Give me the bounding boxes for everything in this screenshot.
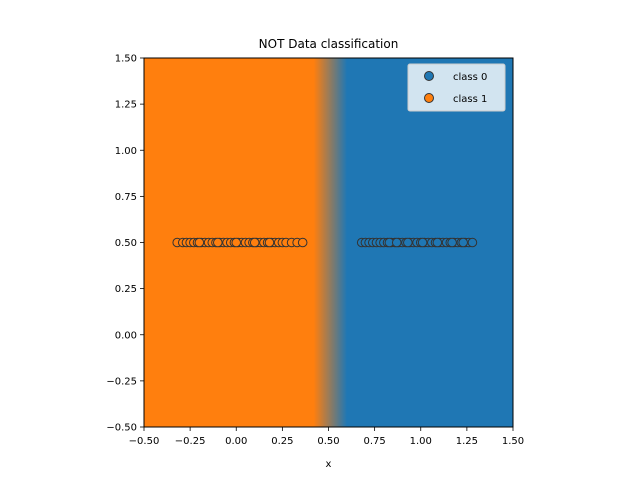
x-tick-label: 1.25: [456, 436, 478, 447]
data-point-class-0: [447, 237, 457, 248]
y-axis-ticks: −0.50 −0.25 0.00 0.25 0.50 0.75 1.00 1.25 1.50: [106, 54, 144, 434]
data-point-class-0: [432, 237, 443, 248]
legend-marker-class-1: [424, 93, 434, 103]
data-point-class-1: [249, 237, 260, 248]
data-point-class-1: [213, 237, 223, 248]
y-tick-label: 1.25: [115, 100, 137, 111]
x-tick-label: 0.75: [363, 436, 385, 447]
data-point-class-0: [391, 237, 402, 248]
scatter-points: [172, 237, 478, 248]
y-tick-label: 1.50: [115, 54, 137, 65]
legend-label-class-0: class 0: [453, 72, 487, 83]
legend-label-class-1: class 1: [453, 94, 487, 105]
x-axis-ticks: −0.50 −0.25 0.00 0.25 0.50 0.75 1.00 1.25 1.50: [129, 427, 524, 447]
x-tick-label: 0.25: [271, 436, 293, 447]
data-point-class-0: [467, 237, 478, 248]
x-axis-label: x: [326, 459, 332, 470]
y-tick-label: 0.50: [115, 238, 137, 249]
data-point-class-1: [297, 237, 308, 248]
y-tick-label: 0.00: [115, 330, 137, 341]
y-tick-label: −0.25: [106, 376, 137, 387]
x-tick-label: −0.50: [129, 436, 160, 447]
y-tick-label: 1.00: [115, 146, 137, 157]
legend: class 0 class 1: [407, 63, 506, 112]
data-point-class-0: [417, 237, 428, 248]
x-tick-label: 0.00: [225, 436, 247, 447]
x-tick-label: 1.50: [502, 436, 524, 447]
data-point-class-0: [458, 237, 468, 248]
x-tick-label: 1.00: [410, 436, 432, 447]
x-tick-label: −0.25: [175, 436, 206, 447]
data-point-class-0: [403, 237, 413, 248]
x-tick-label: 0.50: [317, 436, 339, 447]
data-point-class-1: [264, 237, 275, 248]
chart-title: NOT Data classification: [259, 37, 399, 51]
y-tick-label: 0.75: [115, 192, 137, 203]
y-tick-label: −0.50: [106, 423, 137, 434]
y-tick-label: 0.25: [115, 284, 137, 295]
legend-marker-class-0: [424, 71, 434, 81]
data-point-class-1: [194, 237, 205, 248]
data-point-class-1: [231, 237, 242, 248]
